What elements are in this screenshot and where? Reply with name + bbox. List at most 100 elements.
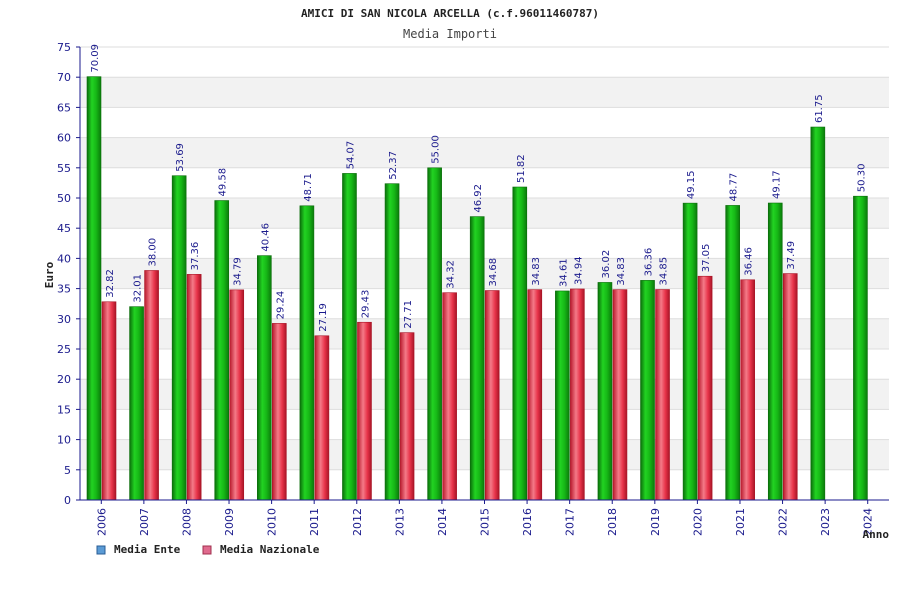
data-label: 37.05 bbox=[701, 244, 712, 273]
x-tick-label: 2014 bbox=[436, 508, 449, 536]
x-tick-label: 2015 bbox=[479, 508, 492, 536]
data-label: 34.83 bbox=[531, 257, 542, 286]
legend: Media Ente Media Nazionale bbox=[96, 543, 320, 556]
legend-swatch-nazionale bbox=[202, 545, 212, 555]
x-tick-label: 2006 bbox=[95, 508, 108, 536]
data-label: 27.19 bbox=[318, 303, 329, 332]
data-label: 32.01 bbox=[133, 274, 144, 303]
grid-band bbox=[80, 137, 889, 168]
data-label: 37.36 bbox=[190, 242, 201, 271]
data-label: 34.94 bbox=[573, 256, 584, 285]
bar-ente-2020 bbox=[682, 202, 698, 501]
y-tick-label: 30 bbox=[57, 313, 71, 326]
data-label: 70.09 bbox=[90, 44, 101, 73]
data-label: 49.58 bbox=[218, 168, 229, 197]
bar-ente-2007 bbox=[129, 306, 144, 501]
y-tick-label: 50 bbox=[57, 192, 71, 205]
data-label: 27.71 bbox=[403, 300, 414, 329]
data-label: 51.82 bbox=[516, 154, 527, 183]
data-label: 32.82 bbox=[105, 269, 116, 298]
x-tick-label: 2018 bbox=[606, 508, 619, 536]
legend-label-nazionale: Media Nazionale bbox=[220, 543, 320, 556]
chart-subtitle: Media Importi bbox=[403, 27, 497, 41]
x-tick-label: 2007 bbox=[138, 508, 151, 536]
bar-nazionale-2007 bbox=[144, 270, 159, 501]
data-label: 38.00 bbox=[148, 238, 159, 267]
data-label: 52.37 bbox=[388, 151, 399, 180]
bar-ente-2009 bbox=[214, 200, 230, 501]
y-tick-label: 40 bbox=[57, 252, 71, 265]
grid-band bbox=[80, 77, 889, 108]
bar-nazionale-2021 bbox=[740, 279, 755, 501]
y-tick-label: 20 bbox=[57, 373, 71, 386]
legend-label-ente: Media Ente bbox=[114, 543, 181, 556]
axes bbox=[79, 47, 889, 501]
bar-ente-2014 bbox=[427, 167, 442, 501]
data-label: 48.77 bbox=[729, 173, 740, 202]
x-tick-label: 2013 bbox=[393, 508, 406, 536]
bar-nazionale-2022 bbox=[782, 273, 798, 501]
y-tick-label: 10 bbox=[57, 434, 71, 447]
y-tick-label: 25 bbox=[57, 343, 71, 356]
data-label: 36.46 bbox=[744, 247, 755, 276]
bar-ente-2010 bbox=[257, 255, 272, 501]
bar-ente-2019 bbox=[640, 280, 655, 501]
data-label: 46.92 bbox=[473, 184, 484, 213]
bar-nazionale-2009 bbox=[229, 289, 245, 501]
bar-nazionale-2012 bbox=[357, 321, 372, 501]
x-axis-label: Anno bbox=[863, 528, 890, 541]
data-label: 29.24 bbox=[275, 291, 286, 320]
data-label: 34.79 bbox=[233, 257, 244, 286]
bar-nazionale-2018 bbox=[612, 289, 628, 501]
data-label: 61.75 bbox=[814, 94, 825, 123]
bar-nazionale-2017 bbox=[570, 288, 585, 501]
x-axis-ticks: 2006 2007 2008 2009 2010 2011 2012 2013 2014 2015… bbox=[95, 500, 875, 536]
bar-ente-2016 bbox=[512, 186, 528, 501]
y-tick-label: 5 bbox=[64, 464, 71, 477]
y-tick-label: 35 bbox=[57, 283, 71, 296]
bar-ente-2006 bbox=[86, 76, 102, 501]
y-tick-label: 75 bbox=[57, 41, 71, 54]
bar-nazionale-2016 bbox=[527, 289, 543, 501]
bar-nazionale-2011 bbox=[314, 335, 330, 501]
y-tick-label: 70 bbox=[57, 71, 71, 84]
bar-ente-2013 bbox=[384, 183, 400, 501]
y-tick-label: 65 bbox=[57, 101, 71, 114]
data-label: 40.46 bbox=[260, 223, 271, 252]
bar-nazionale-2019 bbox=[655, 289, 670, 501]
x-tick-label: 2009 bbox=[223, 508, 236, 536]
x-tick-label: 2021 bbox=[734, 508, 747, 536]
data-label: 49.15 bbox=[686, 170, 697, 199]
y-tick-label: 15 bbox=[57, 403, 71, 416]
bar-nazionale-2006 bbox=[101, 301, 117, 501]
value-labels: 70.09 32.82 32.01 38.00 53.69 37.36 49.58 34.79… bbox=[90, 44, 867, 332]
x-tick-label: 2011 bbox=[308, 508, 321, 536]
x-tick-label: 2020 bbox=[691, 508, 704, 536]
bar-nazionale-2015 bbox=[484, 290, 500, 501]
data-label: 29.43 bbox=[360, 290, 371, 319]
data-label: 53.69 bbox=[175, 143, 186, 172]
y-axis-ticks: 0 5 10 15 20 25 30 35 40 45 50 55 60 65 70 75 bbox=[57, 41, 80, 507]
data-label: 34.68 bbox=[488, 258, 499, 287]
data-label: 34.83 bbox=[616, 257, 627, 286]
data-label: 37.49 bbox=[786, 241, 797, 270]
x-tick-label: 2010 bbox=[266, 508, 279, 536]
data-label: 36.36 bbox=[644, 248, 655, 277]
data-label: 34.32 bbox=[446, 260, 457, 289]
y-tick-label: 55 bbox=[57, 162, 71, 175]
data-label: 34.61 bbox=[558, 258, 569, 287]
legend-swatch-ente bbox=[96, 545, 106, 555]
data-label: 50.30 bbox=[856, 164, 867, 193]
bar-ente-2021 bbox=[725, 205, 740, 501]
x-tick-label: 2019 bbox=[649, 508, 662, 536]
x-tick-label: 2017 bbox=[564, 508, 577, 536]
bar-ente-2023 bbox=[810, 126, 826, 501]
x-tick-label: 2012 bbox=[351, 508, 364, 536]
x-tick-label: 2022 bbox=[777, 508, 790, 536]
bar-nazionale-2010 bbox=[272, 323, 287, 501]
y-axis-label: Euro bbox=[43, 261, 56, 288]
bar-ente-2017 bbox=[555, 290, 570, 501]
bars bbox=[86, 76, 868, 501]
data-label: 55.00 bbox=[431, 135, 442, 164]
